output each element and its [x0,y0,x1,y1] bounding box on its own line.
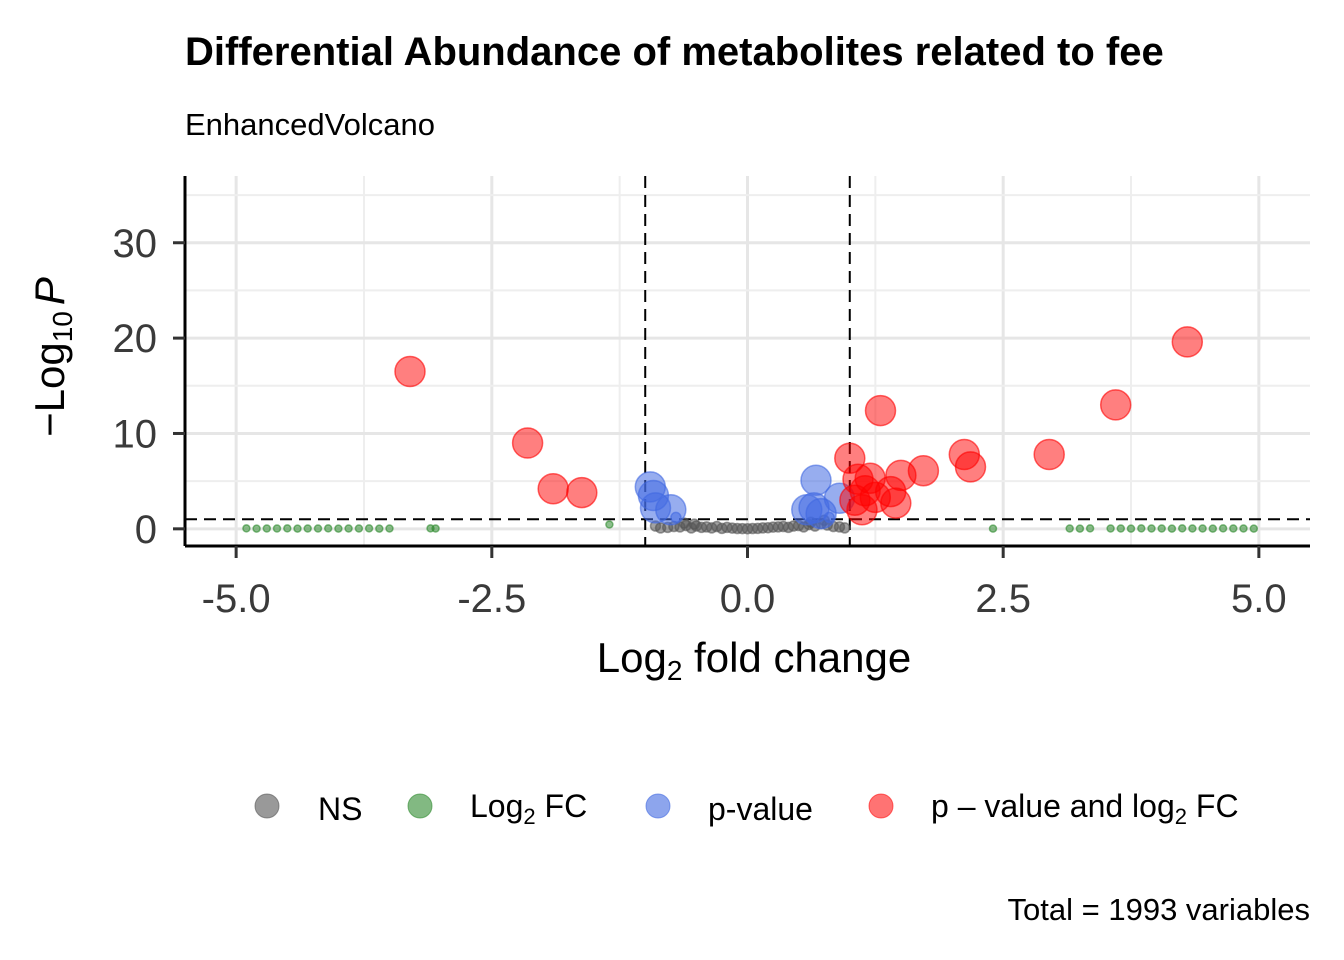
data-point-log2fc [1239,524,1248,533]
legend-item-pvalue-and-log2fc: p – value and log2 FC [868,788,1239,829]
data-point-pvalue-and-log2fc [880,487,912,519]
data-point-pvalue-and-log2fc [954,451,987,483]
data-point-log2fc [313,524,323,533]
y-tick-label: 0 [135,508,157,552]
data-point-ns [838,522,851,534]
data-point-log2fc [323,524,333,533]
data-point-pvalue-and-log2fc [1033,438,1065,471]
legend: NS Log2 FC p-value p – value and log2 FC [254,788,1239,829]
data-point-pvalue [655,494,687,526]
legend-swatch-ns [254,793,280,819]
x-tick-label: 2.5 [975,577,1031,621]
data-point-log2fc [283,524,292,533]
data-point-log2fc [364,524,374,533]
data-point-log2fc [1126,524,1136,533]
axes: -5.0 -2.5 0.0 2.5 5.0 0 10 20 30 [113,176,1310,621]
y-tick-label: 10 [113,412,158,456]
y-tick-label: 30 [113,222,158,266]
legend-item-ns: NS [254,791,362,827]
data-point-log2fc [988,524,998,533]
data-point-log2fc [303,524,312,533]
legend-label-log2fc: Log2 FC [470,788,587,829]
data-point-log2fc [375,524,384,533]
data-point-log2fc [262,524,272,533]
data-point-pvalue-and-log2fc [511,427,544,459]
data-point-log2fc [1075,524,1085,533]
data-point-log2fc [1085,524,1095,533]
data-point-pvalue-and-log2fc [1099,389,1132,421]
x-tick-label: -2.5 [457,577,526,621]
caption-total-variables: Total = 1993 variables [1008,892,1310,927]
chart-title: Differential Abundance of metabolites re… [185,30,1164,74]
x-axis-title: Log2 fold change [597,634,912,686]
plot-grid [185,176,1310,546]
data-point-log2fc [242,524,251,533]
data-point-log2fc [1188,524,1197,533]
legend-swatch-log2fc [407,793,433,819]
data-point-log2fc [1157,524,1166,533]
data-point-pvalue-and-log2fc [566,476,598,509]
data-point-log2fc [1065,524,1074,533]
y-axis-title: −Log10P [26,277,78,437]
legend-item-log2fc: Log2 FC [407,788,587,829]
data-point-log2fc [293,524,302,533]
data-point-log2fc [385,524,394,533]
x-tick-label: 5.0 [1231,577,1287,621]
data-point-log2fc [1167,524,1177,533]
data-point-log2fc [252,524,261,533]
data-point-pvalue [805,497,837,530]
data-point-log2fc [1106,524,1115,533]
data-point-pvalue-and-log2fc [537,473,569,505]
data-point-pvalue-and-log2fc [1171,326,1204,358]
data-point-log2fc [1198,524,1207,533]
data-point-ns [688,518,701,530]
data-point-log2fc [272,524,282,533]
data-point-log2fc [605,520,614,529]
data-point-log2fc [344,524,353,533]
chart-subtitle: EnhancedVolcano [185,107,435,142]
data-point-log2fc [334,524,343,533]
legend-item-pvalue: p-value [645,791,813,827]
x-tick-label: -5.0 [202,577,271,621]
x-tick-label: 0.0 [720,577,776,621]
legend-label-ns: NS [318,791,362,827]
data-point-log2fc [1229,524,1238,533]
legend-swatch-pvalue [645,793,671,819]
data-point-log2fc [1116,524,1126,533]
data-point-ns [654,522,667,534]
data-point-pvalue-and-log2fc [907,454,940,487]
y-tick-label: 20 [113,317,158,361]
data-point-log2fc [1208,524,1218,533]
data-point-pvalue-and-log2fc [864,394,897,427]
data-point-pvalue [670,511,682,524]
data-point-log2fc [354,524,364,533]
data-point-log2fc [1147,524,1156,533]
legend-label-pvalue: p-value [708,791,813,827]
data-point-log2fc [1177,524,1187,533]
data-point-log2fc [1137,524,1146,533]
legend-label-pvalue-and-log2fc: p – value and log2 FC [931,788,1239,829]
data-point-pvalue-and-log2fc [394,355,426,388]
legend-swatch-pvalue-and-log2fc [868,793,894,819]
data-point-log2fc [1218,524,1228,533]
data-points [242,326,1259,535]
data-point-log2fc [1249,524,1259,533]
data-point-log2fc [431,524,440,533]
